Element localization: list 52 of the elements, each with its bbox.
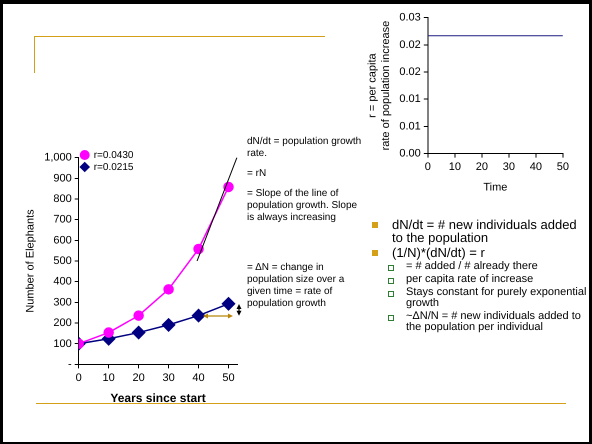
point bbox=[103, 327, 114, 338]
x-tick-label: 20 bbox=[476, 161, 488, 174]
y-tick-label: 0.01 bbox=[399, 93, 421, 106]
y-tick-label: 600 bbox=[53, 234, 72, 246]
x-tick-label: 0 bbox=[424, 161, 431, 174]
y-tick-label: 0.02 bbox=[399, 66, 421, 78]
y-tick-label: 0.02 bbox=[399, 38, 421, 51]
text: dN/dt = # new individuals added to the population bbox=[392, 217, 578, 245]
y-axis-title: Number of Elephants bbox=[24, 208, 37, 313]
x-axis-title: Time bbox=[483, 181, 508, 194]
text: dN/dt = population growth rate. bbox=[247, 136, 362, 160]
text: = # added / # already there bbox=[406, 260, 538, 272]
point bbox=[132, 326, 146, 340]
point bbox=[163, 284, 174, 295]
y-tick-label: 0.00 bbox=[399, 148, 421, 160]
y-tick-label: 400 bbox=[53, 276, 72, 288]
x-tick-label: 10 bbox=[102, 372, 115, 384]
text: = Slope of the line of population growth. Slope is always increasing bbox=[247, 188, 358, 224]
x-tick-label: 50 bbox=[556, 161, 570, 174]
legend-label: r=0.0430 bbox=[94, 150, 134, 161]
point bbox=[162, 318, 176, 332]
text: per capita rate of increase bbox=[406, 273, 534, 285]
text: (1/N)*(dN/dt) = r bbox=[392, 245, 485, 260]
y-tick-label: 800 bbox=[53, 192, 72, 205]
x-tick-label: 40 bbox=[530, 161, 542, 174]
x-tick-label: 50 bbox=[222, 372, 235, 384]
point bbox=[133, 310, 144, 321]
text: = rN bbox=[247, 168, 268, 180]
y-axis-title: r = per capita rate of population increase bbox=[366, 20, 392, 150]
point bbox=[222, 297, 236, 311]
y-tick-label: 0.03 bbox=[399, 12, 421, 24]
x-tick-label: 20 bbox=[132, 372, 145, 384]
text: = ΔN = change in population size over a given time = rate of population growth bbox=[247, 262, 346, 310]
x-tick-label: 40 bbox=[192, 372, 205, 384]
y-tick-label: 700 bbox=[53, 214, 72, 226]
y-tick-label: - bbox=[68, 358, 72, 370]
y-tick-label: 1,000 bbox=[44, 152, 72, 164]
x-tick-label: 30 bbox=[162, 372, 175, 384]
y-tick-label: 900 bbox=[53, 172, 72, 184]
point bbox=[192, 308, 206, 322]
y-tick-label: 300 bbox=[53, 296, 72, 308]
text: Stays constant for purely exponential growth bbox=[406, 286, 587, 309]
y-tick-label: 500 bbox=[53, 255, 72, 268]
x-tick-label: 30 bbox=[502, 161, 515, 174]
x-tick-label: 0 bbox=[76, 372, 82, 384]
text: ~ΔN/N = # new individuals added to the population per individual bbox=[406, 310, 582, 333]
y-tick-label: 0.01 bbox=[399, 120, 421, 132]
x-tick-label: 10 bbox=[448, 161, 461, 174]
x-axis-title: Years since start bbox=[110, 391, 206, 406]
y-tick-label: 200 bbox=[53, 317, 72, 330]
y-tick-label: 100 bbox=[53, 338, 72, 350]
legend-label: r=0.0215 bbox=[94, 162, 134, 173]
